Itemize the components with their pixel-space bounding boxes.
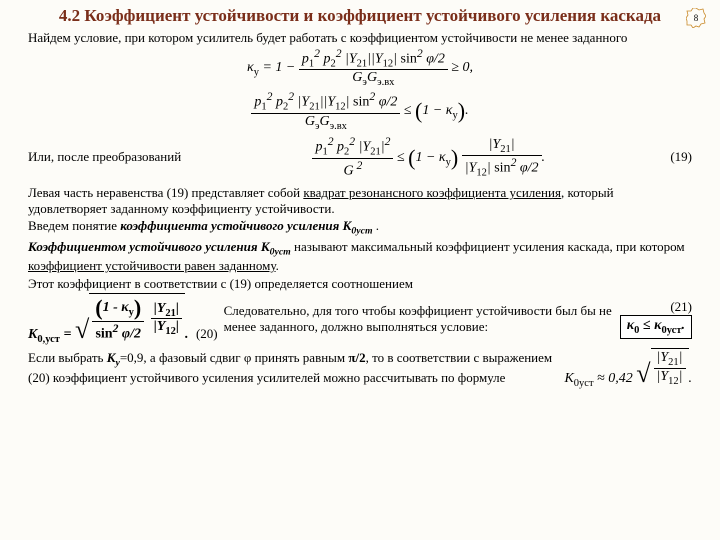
para-consequently: Следовательно, для того чтобы коэффициен… <box>224 303 614 334</box>
formula-ku-2: p12 p22 |Y21||Y12| sin2 φ/2 GэGэ.вх ≤ (1… <box>28 90 692 131</box>
formula-ku-def: κу = 1 − p12 p22 |Y21||Y12| sin2 φ/2 GэG… <box>28 47 692 88</box>
para-left-part: Левая часть неравенства (19) представляе… <box>28 185 692 216</box>
formula-19: p12 p22 |Y21|2 G 2 ≤ (1 − κу) |Y21| |Y12… <box>191 135 666 179</box>
eqnum-21: (21) <box>624 299 692 315</box>
para-def-k0ust: Коэффициентом устойчивого усиления К0уст… <box>28 239 692 273</box>
eqnum-19: (19) <box>670 149 692 165</box>
formula-approx: K0уст ≈ 0,42 √ |Y21| |Y12| . <box>564 348 692 388</box>
para-or: Или, после преобразований <box>28 149 181 164</box>
slide-title: 4.2 Коэффициент устойчивости и коэффицие… <box>28 6 692 26</box>
page-number: 8 <box>694 13 699 23</box>
formula-20: K0,уст = √ (1 - κу) sin2 φ/2 |Y21| |Y12|… <box>28 293 218 344</box>
para-this-coeff: Этот коэффициент в соответствии с (19) о… <box>28 276 692 291</box>
eqnum-20: (20) <box>196 326 218 341</box>
page-number-badge: 8 <box>686 8 706 28</box>
para-intro-k0ust: Введем понятие коэффициента устойчивого … <box>28 218 692 237</box>
formula-21: κ0 ≤ κ0уст. <box>620 315 692 339</box>
para-intro: Найдем условие, при котором усилитель бу… <box>28 30 692 45</box>
para-if-choose: Если выбрать Ку=0,9, а фазовый сдвиг φ п… <box>28 350 556 384</box>
